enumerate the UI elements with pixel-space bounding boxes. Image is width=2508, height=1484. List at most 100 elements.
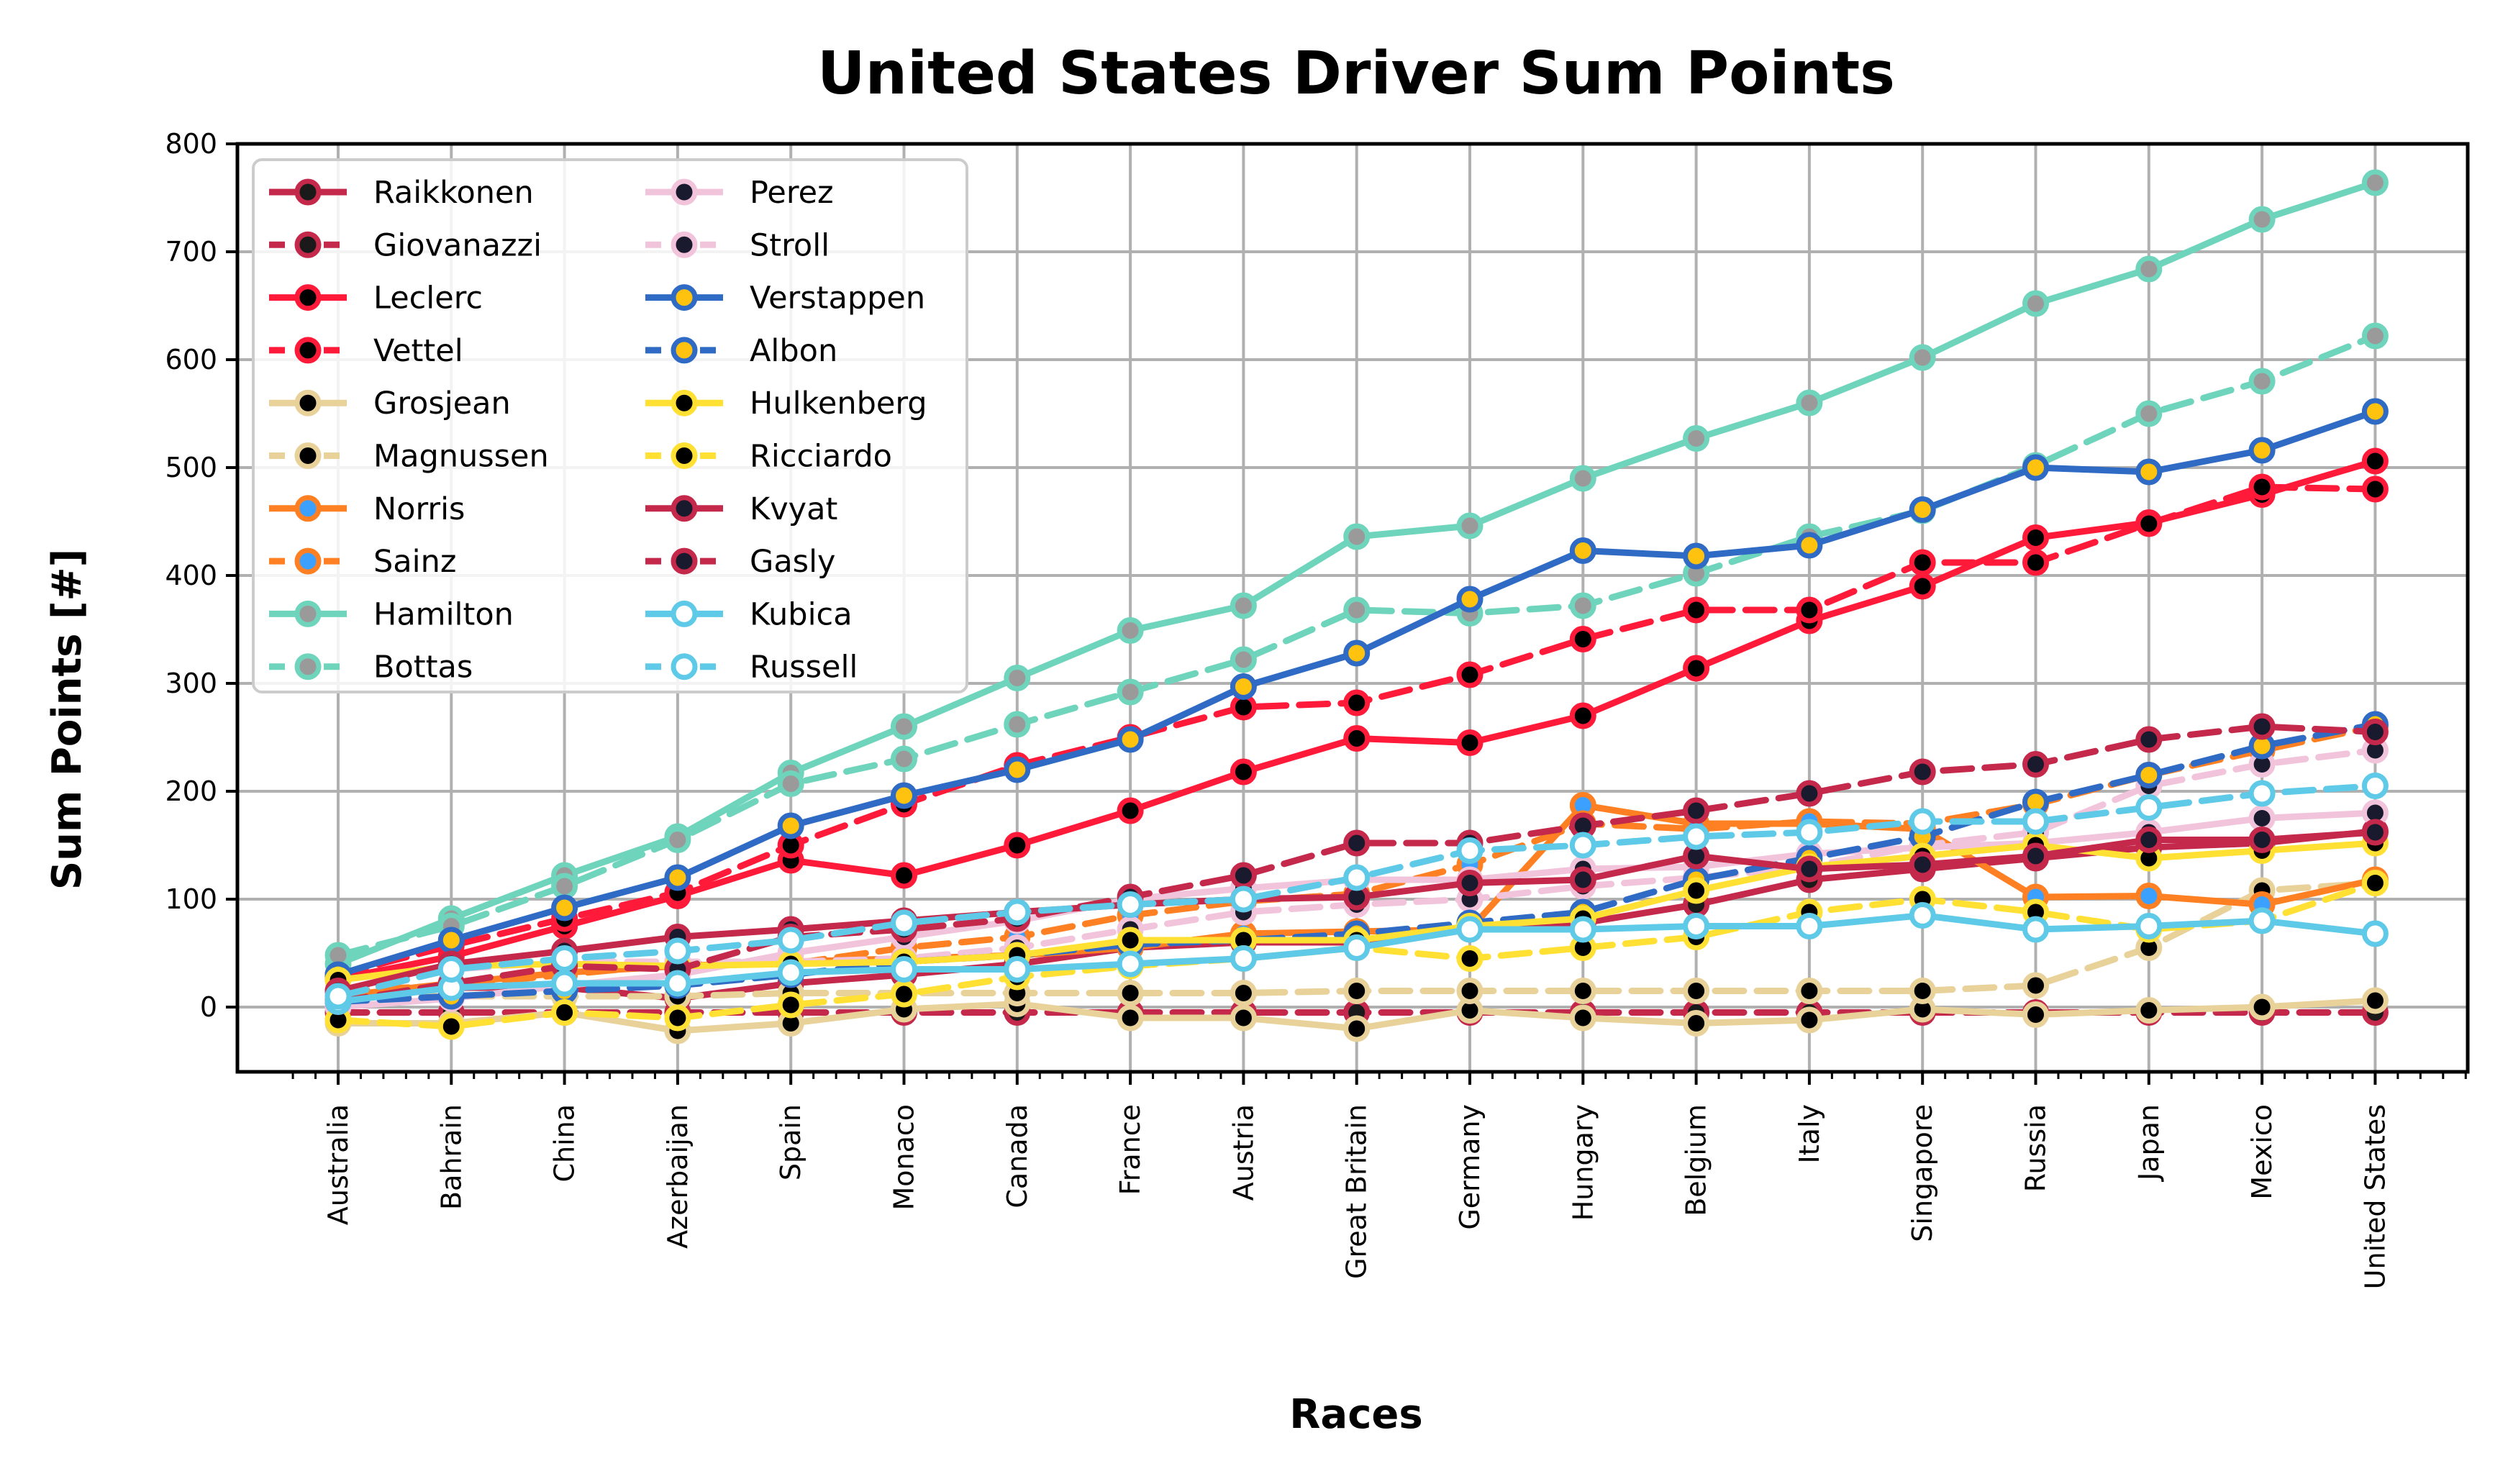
data-point bbox=[1117, 678, 1144, 706]
legend-item: Gasly bbox=[645, 544, 835, 580]
data-point bbox=[2248, 993, 2276, 1021]
data-point bbox=[1569, 1004, 1596, 1032]
legend-swatch-marker bbox=[294, 389, 322, 416]
data-point bbox=[664, 827, 691, 853]
data-point bbox=[2248, 827, 2276, 853]
legend-swatch-marker bbox=[671, 389, 698, 416]
data-point bbox=[1569, 832, 1596, 859]
data-point bbox=[1117, 797, 1144, 824]
chart-title: United States Driver Sum Points bbox=[817, 40, 1895, 108]
data-point bbox=[2022, 549, 2049, 576]
series-verstappen bbox=[324, 398, 2389, 988]
data-point bbox=[1343, 934, 1371, 961]
y-tick-label: 700 bbox=[165, 236, 217, 268]
legend-label: Magnussen bbox=[373, 439, 549, 475]
legend-item: Kubica bbox=[645, 596, 853, 632]
data-point bbox=[777, 959, 804, 986]
data-point bbox=[1230, 980, 1257, 1006]
legend-label: Hamilton bbox=[373, 596, 514, 632]
legend-item: Stroll bbox=[645, 227, 830, 263]
data-point bbox=[1343, 523, 1371, 550]
data-point bbox=[1683, 823, 1710, 850]
data-point bbox=[1343, 1015, 1371, 1042]
data-point bbox=[891, 909, 917, 937]
y-tick-label: 500 bbox=[165, 452, 217, 483]
data-point bbox=[551, 945, 578, 972]
legend-item: Perez bbox=[645, 175, 834, 211]
data-point bbox=[1796, 819, 1823, 846]
data-point bbox=[1117, 617, 1144, 644]
data-point bbox=[1117, 1004, 1144, 1032]
data-point bbox=[1004, 711, 1031, 738]
data-point bbox=[1909, 902, 1936, 929]
data-point bbox=[1683, 425, 1710, 452]
data-point bbox=[1569, 465, 1596, 492]
legend-label: Sainz bbox=[373, 544, 456, 580]
legend-label: Grosjean bbox=[373, 386, 511, 422]
legend-item: Russell bbox=[645, 650, 858, 686]
legend-item: Hamilton bbox=[269, 596, 514, 632]
data-point bbox=[1909, 496, 1936, 523]
legend: Raikkonen Giovanazzi Leclerc Vettel Grosjean… bbox=[252, 158, 968, 693]
data-point bbox=[1004, 832, 1031, 859]
data-point bbox=[437, 927, 465, 954]
data-point bbox=[1456, 661, 1484, 688]
data-point bbox=[1909, 344, 1936, 371]
data-point bbox=[1456, 586, 1484, 613]
data-point bbox=[1683, 978, 1710, 1004]
data-point bbox=[1230, 886, 1257, 913]
data-point bbox=[1909, 573, 1936, 600]
plot-frame bbox=[235, 142, 2470, 1074]
axes bbox=[226, 142, 2470, 1085]
data-point bbox=[891, 782, 917, 809]
x-tick-label: Austria bbox=[1227, 1104, 1259, 1201]
data-point bbox=[1683, 913, 1710, 939]
y-tick-label: 300 bbox=[165, 668, 217, 699]
data-point bbox=[2248, 907, 2276, 934]
legend-item: Giovanazzi bbox=[269, 227, 542, 263]
legend-item: Leclerc bbox=[269, 281, 483, 317]
data-point bbox=[2022, 916, 2049, 943]
data-point bbox=[1343, 725, 1371, 752]
x-tick-label: Monaco bbox=[889, 1104, 920, 1211]
data-point bbox=[1456, 729, 1484, 756]
y-tick-label: 800 bbox=[165, 128, 217, 160]
data-point bbox=[1569, 978, 1596, 1004]
data-point bbox=[1230, 646, 1257, 673]
legend-label: Gasly bbox=[750, 544, 835, 580]
data-point bbox=[664, 864, 691, 891]
data-point bbox=[2361, 987, 2389, 1014]
data-point bbox=[1909, 978, 1936, 1004]
y-tick-label: 200 bbox=[165, 775, 217, 807]
data-point bbox=[1004, 956, 1031, 983]
legend-swatch-marker bbox=[294, 178, 322, 206]
data-point bbox=[1004, 756, 1031, 783]
data-point bbox=[2248, 780, 2276, 807]
legend-swatch-marker bbox=[294, 442, 322, 469]
y-tick-label: 400 bbox=[165, 560, 217, 591]
data-point bbox=[2361, 773, 2389, 799]
x-tick-label: Germany bbox=[1454, 1104, 1486, 1230]
data-point bbox=[2248, 473, 2276, 501]
legend-swatch-marker bbox=[671, 547, 698, 575]
data-point bbox=[324, 983, 352, 1010]
legend-label: Kvyat bbox=[750, 491, 837, 527]
data-point bbox=[1569, 702, 1596, 729]
data-point bbox=[1683, 877, 1710, 904]
legend-item: Magnussen bbox=[269, 439, 549, 475]
data-point bbox=[664, 1004, 691, 1032]
data-point bbox=[1569, 537, 1596, 564]
x-tick-label: Japan bbox=[2133, 1104, 2165, 1182]
legend-label: Raikkonen bbox=[373, 175, 534, 211]
data-point bbox=[1796, 532, 1823, 559]
data-point bbox=[1569, 592, 1596, 619]
data-point bbox=[2248, 437, 2276, 464]
data-point bbox=[1230, 862, 1257, 889]
data-point bbox=[2135, 827, 2163, 853]
y-tick-label: 0 bbox=[200, 991, 217, 1023]
data-point bbox=[2135, 913, 2163, 939]
data-point bbox=[1909, 851, 1936, 878]
data-point bbox=[1343, 864, 1371, 891]
data-point bbox=[2022, 524, 2049, 551]
data-point bbox=[1230, 758, 1257, 786]
